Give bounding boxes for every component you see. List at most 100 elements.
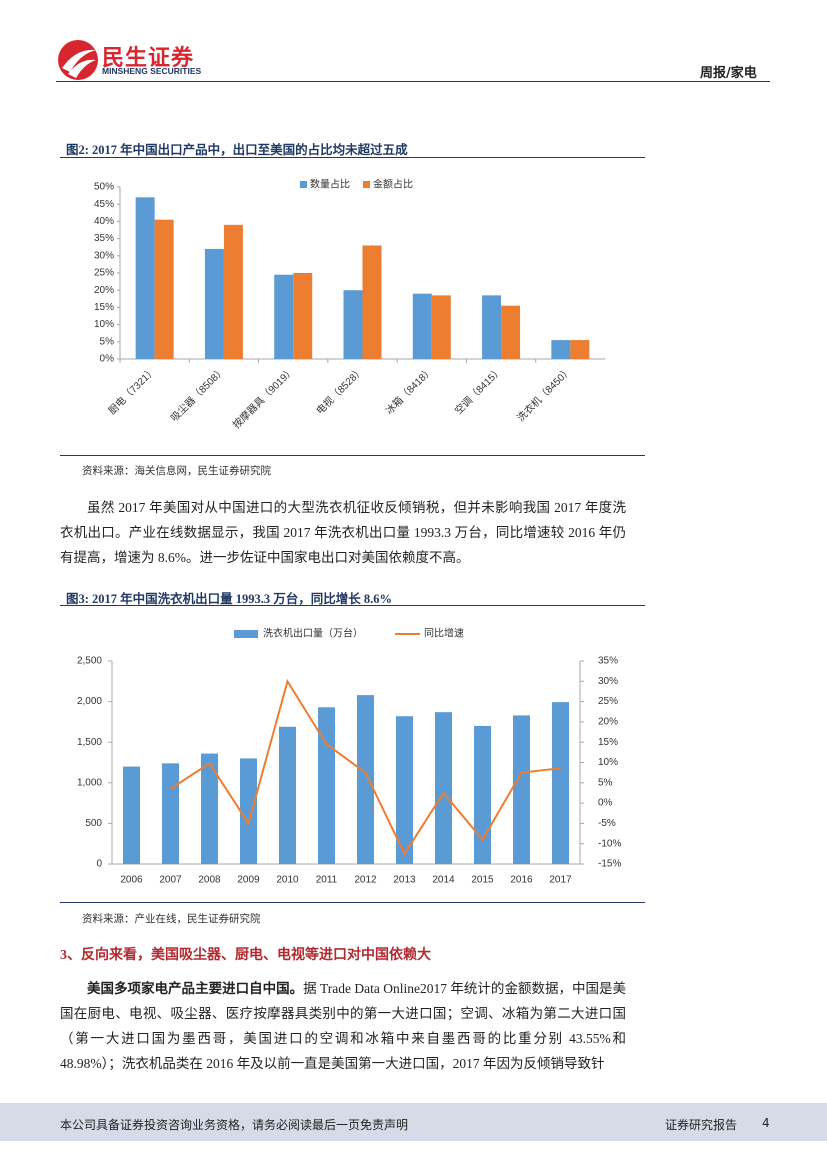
chart: 0 500 1,000 1,500 2,000 2,500 -15% -10% -5% 0% 5% 1… — [77, 627, 621, 886]
figure-rule — [60, 157, 645, 158]
y2-tick-label: 30% — [598, 676, 618, 687]
footer-label: 证券研究报告 — [665, 1118, 738, 1132]
section-heading: 3、反向来看，美国吸尘器、厨电、电视等进口对中国依赖大 — [60, 948, 431, 963]
y2-tick-label: -10% — [598, 838, 621, 849]
x-tick-label: 按摩器具（9019） — [230, 364, 297, 431]
header-section: 周报/家电 — [700, 66, 757, 81]
x-tick-label: 2017 — [549, 875, 572, 886]
y-tick-label: 2,000 — [77, 696, 102, 707]
y-tick-label: 40% — [94, 216, 114, 227]
bar — [552, 702, 569, 864]
x-tick-label: 空调（8415） — [452, 364, 505, 417]
bar — [204, 248, 224, 359]
bar — [135, 197, 155, 359]
paragraph-text: 据 Trade Data Online2017 年统计的金额数据，中国是美国在厨… — [60, 981, 627, 1071]
figure-rule — [60, 455, 645, 456]
y2-tick-label: 5% — [598, 777, 613, 788]
y-tick-label: 10% — [94, 319, 114, 330]
bar — [513, 715, 530, 864]
line-series — [169, 678, 561, 856]
bar — [435, 712, 452, 864]
y2-tick-label: 25% — [598, 696, 618, 707]
bar — [274, 274, 294, 359]
y-tick-label: 500 — [85, 818, 102, 829]
legend-label: 数量占比 — [310, 178, 350, 191]
x-tick-label: 吸尘器（8508） — [168, 365, 228, 425]
y2-tick-label: -5% — [598, 818, 616, 829]
y-tick-label: 15% — [94, 302, 114, 313]
y2-tick-label: 35% — [598, 656, 618, 667]
x-tick-label: 2014 — [432, 875, 455, 886]
source: 资料来源：海关信息网，民生证券研究院 — [82, 466, 271, 477]
x-tick-label: 2013 — [393, 875, 416, 886]
x-tick-label: 2007 — [159, 875, 182, 886]
y2-tick-label: 10% — [598, 757, 618, 768]
bar — [501, 305, 521, 359]
y-tick-label: 0% — [100, 354, 115, 365]
legend-label: 洗衣机出口量（万台） — [263, 627, 363, 640]
bar — [318, 707, 335, 864]
y-tick-label: 2,500 — [77, 656, 102, 667]
bar — [570, 340, 590, 359]
paragraph: 美国多项家电产品主要进口自中国。据 Trade Data Online2017 … — [60, 976, 626, 1076]
bar — [431, 295, 451, 359]
x-tick-label: 2015 — [471, 875, 494, 886]
x-tick-label: 2011 — [316, 875, 338, 886]
y-tick-label: 30% — [94, 250, 114, 261]
y-tick-label: 1,500 — [77, 737, 102, 748]
y-tick-label: 35% — [94, 233, 114, 244]
y2-tick-label: 15% — [598, 737, 618, 748]
lead-sentence: 美国多项家电产品主要进口自中国。 — [87, 981, 304, 996]
logo-en: MINSHENG SECURITIES — [102, 66, 202, 76]
footer-band — [0, 1103, 827, 1141]
x-tick-label: 冰箱（8418） — [383, 364, 436, 417]
x-tick-label: 电视（8528） — [313, 364, 366, 417]
legend-label: 金额占比 — [373, 178, 413, 191]
bar — [223, 224, 243, 359]
x-tick-label: 2016 — [510, 875, 533, 886]
legend-swatch — [363, 181, 370, 188]
x-tick-label: 2009 — [237, 875, 260, 886]
y-tick-label: 0 — [96, 859, 102, 870]
source: 资料来源：产业在线，民生证券研究院 — [82, 914, 261, 925]
bar — [357, 695, 374, 864]
y2-tick-label: 20% — [598, 717, 618, 728]
bar — [162, 763, 179, 864]
header-rule — [56, 81, 770, 82]
figure-title: 图2: 2017 年中国出口产品中，出口至美国的占比均未超过五成 — [66, 143, 408, 157]
y-tick-label: 25% — [94, 268, 114, 279]
x-tick-label: 2012 — [354, 875, 377, 886]
bar — [412, 293, 432, 359]
y-tick-label: 1,000 — [77, 777, 102, 788]
bar — [343, 290, 363, 359]
chart: 0% 5% 10% 15% 20% 25% 30% 35% 40% 45% 50% 厨电（7321）吸… — [94, 178, 605, 431]
y2-tick-label: 0% — [598, 798, 613, 809]
x-tick-label: 2010 — [276, 875, 299, 886]
bar — [279, 726, 296, 864]
y2-tick-label: -15% — [598, 859, 621, 870]
bar — [362, 245, 382, 359]
footer-disclaimer: 本公司具备证券投资咨询业务资格，请务必阅读最后一页免责声明 — [60, 1118, 409, 1132]
legend-label: 同比增速 — [424, 627, 464, 640]
legend-swatch — [300, 181, 307, 188]
bar — [474, 725, 491, 864]
bar — [551, 340, 571, 359]
bar — [396, 716, 413, 864]
figure-title: 图3: 2017 年中国洗衣机出口量 1993.3 万台，同比增长 8.6% — [66, 592, 393, 606]
figure-rule — [60, 902, 645, 903]
figure-rule — [60, 605, 645, 606]
x-tick-label: 洗衣机（8450） — [514, 364, 574, 424]
legend-swatch — [234, 630, 258, 638]
bar — [123, 766, 140, 864]
logo-cn: 民生证券 — [102, 46, 195, 71]
bar — [240, 758, 257, 864]
y-tick-label: 45% — [94, 199, 114, 210]
bar — [154, 219, 174, 359]
paragraph: 虽然 2017 年美国对从中国进口的大型洗衣机征收反倾销税，但并未影响我国 20… — [60, 500, 626, 565]
x-tick-label: 2006 — [120, 875, 143, 886]
x-tick-label: 厨电（7321） — [105, 364, 158, 417]
logo-icon — [58, 40, 98, 80]
bar — [201, 753, 218, 864]
bar — [482, 295, 502, 359]
